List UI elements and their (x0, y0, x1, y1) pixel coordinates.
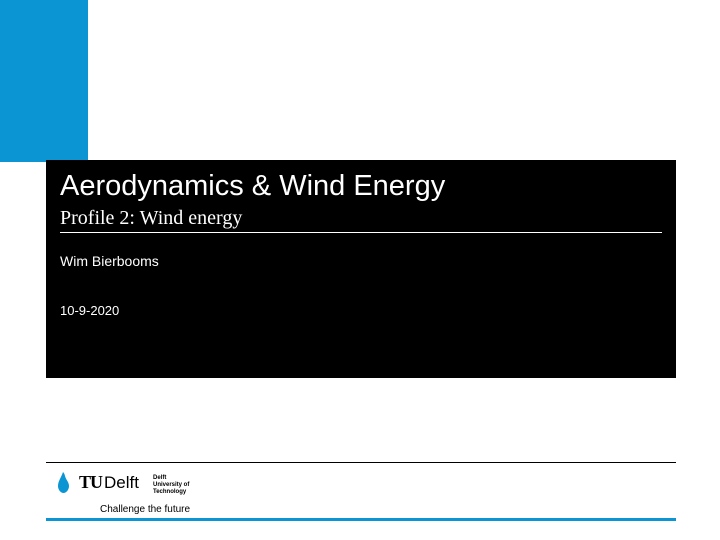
flame-icon (56, 472, 71, 494)
logo-text: TU Delft (79, 472, 139, 493)
accent-block (0, 0, 88, 162)
slide-date: 10-9-2020 (60, 303, 662, 318)
logo-delft: Delft (104, 473, 139, 493)
logo-area: TU Delft Delft University of Technology (56, 472, 189, 496)
slide-subtitle: Profile 2: Wind energy (60, 207, 662, 233)
uni-line1: Delft (153, 475, 189, 482)
logo-tu: TU (79, 472, 102, 493)
slogan: Challenge the future (100, 504, 190, 515)
uni-line3: Technology (153, 489, 189, 496)
title-panel: Aerodynamics & Wind Energy Profile 2: Wi… (46, 160, 676, 378)
uni-line2: University of (153, 482, 189, 489)
footer-divider (46, 462, 676, 463)
university-name: Delft University of Technology (153, 475, 189, 496)
footer-accent-bar (46, 518, 676, 521)
author-name: Wim Bierbooms (60, 253, 662, 269)
slide-title: Aerodynamics & Wind Energy (60, 170, 662, 203)
